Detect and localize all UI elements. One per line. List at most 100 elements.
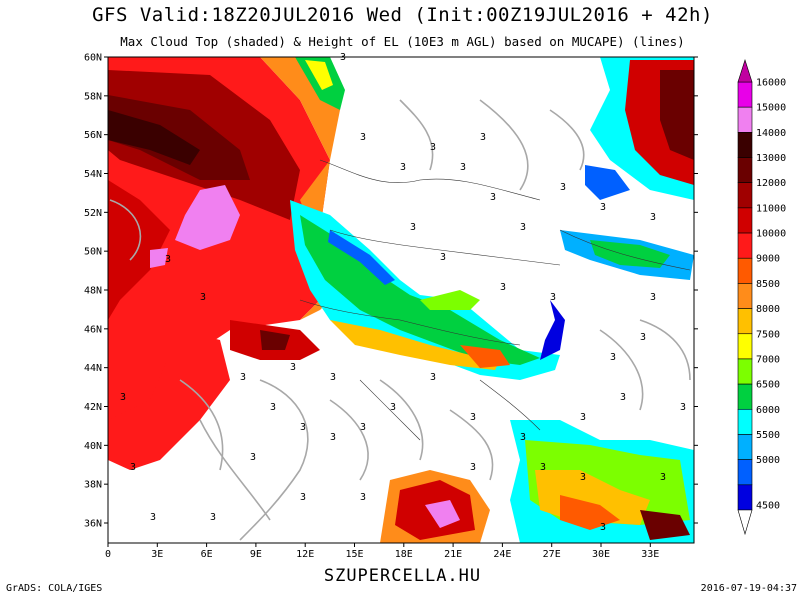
contour-value-label: 3: [120, 392, 126, 403]
contour-value-label: 3: [500, 282, 506, 293]
contour-value-label: 3: [520, 432, 526, 443]
latitude-axis: 60N 58N 56N 54N 52N 50N 48N 46N 44N 42N 40N 38N 36N: [84, 53, 698, 530]
contour-value-label: 3: [330, 372, 336, 383]
shaded-field: [108, 57, 694, 543]
lat-label: 40N: [84, 441, 102, 452]
contour-value-label: 3: [150, 512, 156, 523]
colorbar-swatch: [737, 207, 753, 234]
contour-value-label: 3: [200, 292, 206, 303]
colorbar-label: 8000: [756, 304, 780, 315]
colorbar-label: 7000: [756, 354, 780, 365]
contour-value-label: 3: [580, 472, 586, 483]
lon-label: 0: [105, 549, 111, 560]
contour-value-label: 3: [270, 402, 276, 413]
contour-value-label: 3: [330, 432, 336, 443]
lon-label: 9E: [250, 549, 262, 560]
colorbar-swatch: [737, 383, 753, 410]
contour-value-label: 3: [470, 462, 476, 473]
colorbar-bottom-arrow: [737, 509, 753, 536]
contour-value-label: 3: [480, 132, 486, 143]
colorbar-swatch: [737, 257, 753, 284]
lat-label: 60N: [84, 53, 102, 64]
colorbar-label: 10000: [756, 229, 786, 240]
contour-value-label: 3: [560, 182, 566, 193]
contour-value-label: 3: [300, 422, 306, 433]
contour-value-label: 3: [540, 462, 546, 473]
colorbar-label: 14000: [756, 128, 786, 139]
timestamp: 2016-07-19-04:37: [700, 583, 797, 594]
lon-label: 15E: [345, 549, 363, 560]
borders: [299, 159, 691, 441]
lon-label: 3E: [151, 549, 163, 560]
contour-value-label: 3: [130, 462, 136, 473]
colorbar-label: 12000: [756, 178, 786, 189]
colorbar-swatch: [737, 283, 753, 309]
contour-value-label: 3: [410, 222, 416, 233]
contour-value-label: 3: [650, 212, 656, 223]
contour-value-label: 3: [440, 252, 446, 263]
lon-label: 33E: [641, 549, 659, 560]
lon-label: 6E: [201, 549, 213, 560]
lon-label: 30E: [592, 549, 610, 560]
contour-value-label: 3: [550, 292, 556, 303]
contour-value-label: 3: [600, 522, 606, 533]
contour-value-label: 3: [240, 372, 246, 383]
contour-labels: 3 3 3 3 3 3 3 3 3 3 3 3 3 3 3 3 3 3 3 3 3 3 3 3 3 3 3 3 3 3 3 3 3 3 3 3 3 3 3 3…: [120, 52, 686, 533]
contour-value-label: 3: [300, 492, 306, 503]
contour-value-label: 3: [460, 162, 466, 173]
lat-label: 42N: [84, 402, 102, 413]
lat-label: 46N: [84, 324, 102, 335]
contour-value-label: 3: [390, 402, 396, 413]
contour-value-label: 3: [600, 202, 606, 213]
colorbar-label: 13000: [756, 153, 786, 164]
contour-value-label: 3: [430, 142, 436, 153]
lat-label: 38N: [84, 480, 102, 491]
colorbar-label: 6000: [756, 405, 780, 416]
contour-value-label: 3: [640, 332, 646, 343]
contour-value-label: 3: [650, 292, 656, 303]
colorbar-swatch: [737, 434, 753, 460]
grads-credit: GrADS: COLA/IGES: [6, 583, 103, 594]
colorbar-label: 15000: [756, 103, 786, 114]
lon-label: 24E: [493, 549, 511, 560]
contour-value-label: 3: [470, 412, 476, 423]
colorbar-label: 8500: [756, 279, 780, 290]
colorbar-swatch: [737, 358, 753, 385]
colorbar-swatch: [737, 232, 753, 259]
contour-value-label: 3: [580, 412, 586, 423]
lon-label: 12E: [296, 549, 314, 560]
contour-value-label: 3: [165, 254, 171, 265]
colorbar-swatch: [737, 81, 753, 108]
contour-value-label: 3: [400, 162, 406, 173]
plot-frame: [107, 56, 695, 544]
contour-value-label: 3: [490, 192, 496, 203]
lat-label: 36N: [84, 519, 102, 530]
contour-value-label: 3: [360, 422, 366, 433]
colorbar-label: 5000: [756, 455, 780, 466]
contour-value-label: 3: [520, 222, 526, 233]
site-name: SZUPERCELLA.HU: [323, 566, 482, 586]
lat-label: 50N: [84, 247, 102, 258]
colorbar-top-arrow: [737, 59, 753, 83]
lat-label: 58N: [84, 91, 102, 102]
map-title: GFS Valid:18Z20JUL2016 Wed (Init:00Z19JU…: [92, 4, 713, 26]
contour-value-label: 3: [210, 512, 216, 523]
colorbar: 16000 15000 14000 13000 12000 11000 10000 9000 8…: [737, 59, 786, 536]
lat-label: 54N: [84, 169, 102, 180]
colorbar-swatch: [737, 157, 753, 184]
colorbar-label: 16000: [756, 78, 786, 89]
colorbar-label: 4500: [756, 500, 780, 511]
colorbar-swatch: [737, 308, 753, 335]
contour-value-label: 3: [620, 392, 626, 403]
lon-label: 27E: [543, 549, 561, 560]
colorbar-label: 5500: [756, 430, 780, 441]
colorbar-swatch: [737, 182, 753, 209]
colorbar-label: 9000: [756, 254, 780, 265]
colorbar-label: 11000: [756, 203, 786, 214]
contour-value-label: 3: [430, 372, 436, 383]
colorbar-label: 7500: [756, 329, 780, 340]
colorbar-swatch: [737, 459, 753, 486]
contour-value-label: 3: [610, 352, 616, 363]
colorbar-swatch: [737, 333, 753, 360]
